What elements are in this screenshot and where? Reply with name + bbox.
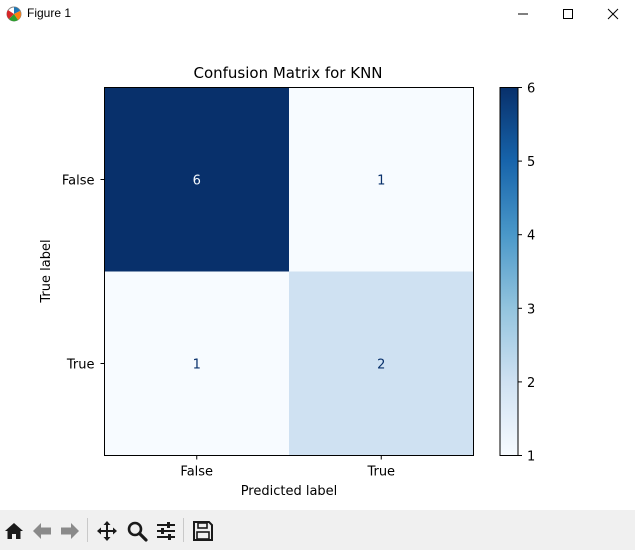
toolbar-separator — [183, 518, 184, 542]
zoom-button[interactable] — [124, 518, 150, 544]
navigation-toolbar — [0, 510, 635, 550]
cell-value-label: 2 — [377, 358, 385, 373]
axes-frame — [104, 87, 474, 456]
home-button[interactable] — [1, 518, 27, 544]
pan-move-icon — [97, 521, 117, 541]
heatmap-cell — [104, 271, 289, 456]
y-axis-label: True label — [39, 239, 54, 303]
home-icon — [5, 523, 23, 539]
configure-subplots-icon — [157, 522, 175, 540]
minimize-button[interactable] — [500, 0, 546, 28]
minimize-icon — [518, 13, 528, 15]
colorbar — [499, 87, 519, 456]
cell-value-label: 6 — [193, 174, 201, 189]
colorbar-tick-label: 1 — [527, 450, 535, 465]
save-floppy-icon — [193, 521, 213, 541]
colorbar-tick-label: 4 — [527, 229, 535, 244]
colorbar-tick-label: 3 — [527, 302, 535, 317]
zoom-magnifier-icon — [127, 521, 148, 542]
heatmap-cell — [289, 271, 474, 456]
save-button[interactable] — [190, 518, 216, 544]
y-tick-label: False — [62, 174, 95, 189]
forward-button[interactable] — [57, 518, 83, 544]
colorbar-tick-label: 5 — [527, 155, 535, 170]
colorbar-tick-label: 2 — [527, 376, 535, 391]
x-tick-label: True — [366, 465, 395, 480]
window-title: Figure 1 — [27, 6, 72, 20]
close-icon — [607, 8, 619, 20]
heatmap-cell — [289, 87, 474, 272]
back-arrow-icon — [33, 523, 51, 539]
cell-value-label: 1 — [377, 174, 385, 189]
colorbar-tick-label: 6 — [527, 82, 535, 97]
x-axis-label: Predicted label — [241, 484, 338, 499]
chart-title: Confusion Matrix for KNN — [193, 64, 382, 82]
confusion-matrix-chart: Confusion Matrix for KNN 6 1 1 2 False True … — [39, 64, 535, 499]
maximize-button[interactable] — [545, 0, 591, 28]
figure-canvas[interactable]: Confusion Matrix for KNN 6 1 1 2 False True … — [0, 28, 635, 510]
pan-button[interactable] — [94, 518, 120, 544]
cell-value-label: 1 — [193, 358, 201, 373]
matplotlib-app-icon — [6, 6, 22, 22]
window-titlebar: Figure 1 — [0, 0, 635, 28]
maximize-icon — [563, 9, 573, 19]
toolbar-separator — [87, 518, 88, 542]
y-tick-label: True — [66, 358, 95, 373]
heatmap-cell — [104, 87, 289, 272]
back-button[interactable] — [29, 518, 55, 544]
x-tick-label: False — [180, 465, 213, 480]
close-button[interactable] — [590, 0, 635, 28]
forward-arrow-icon — [61, 523, 79, 539]
configure-subplots-button[interactable] — [153, 518, 179, 544]
